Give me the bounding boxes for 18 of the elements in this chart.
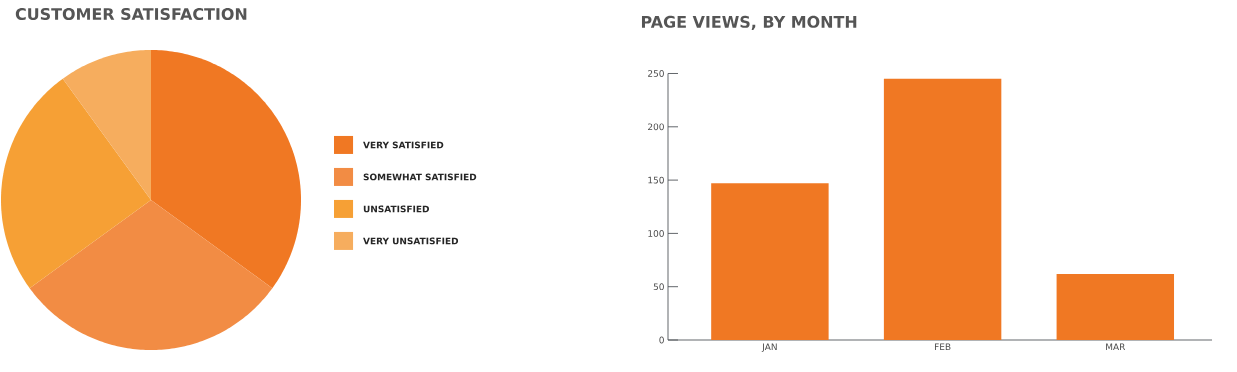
chart-title: CUSTOMER SATISFACTION xyxy=(15,7,247,21)
y-tick-label: 0 xyxy=(659,336,664,344)
legend-label: SOMEWHAT SATISFIED xyxy=(363,173,477,181)
bar xyxy=(1056,273,1175,340)
x-tick-label: FEB xyxy=(934,343,951,351)
x-tick-label: MAR xyxy=(1106,343,1126,351)
y-tick-label: 200 xyxy=(648,123,664,131)
legend-label: VERY UNSATISFIED xyxy=(363,237,459,245)
y-tick-label: 250 xyxy=(648,70,664,77)
x-tick-label: JAN xyxy=(761,343,777,352)
y-tick-label: 150 xyxy=(648,176,664,184)
legend-label: VERY SATISFIED xyxy=(363,141,444,149)
chart-title: PAGE VIEWS, BY MONTH xyxy=(641,15,857,30)
y-tick-label: 100 xyxy=(648,230,664,237)
bar xyxy=(883,78,1002,340)
legend-label: UNSATISFIED xyxy=(363,205,429,213)
y-tick-label: 50 xyxy=(653,283,664,291)
bar xyxy=(711,183,829,340)
